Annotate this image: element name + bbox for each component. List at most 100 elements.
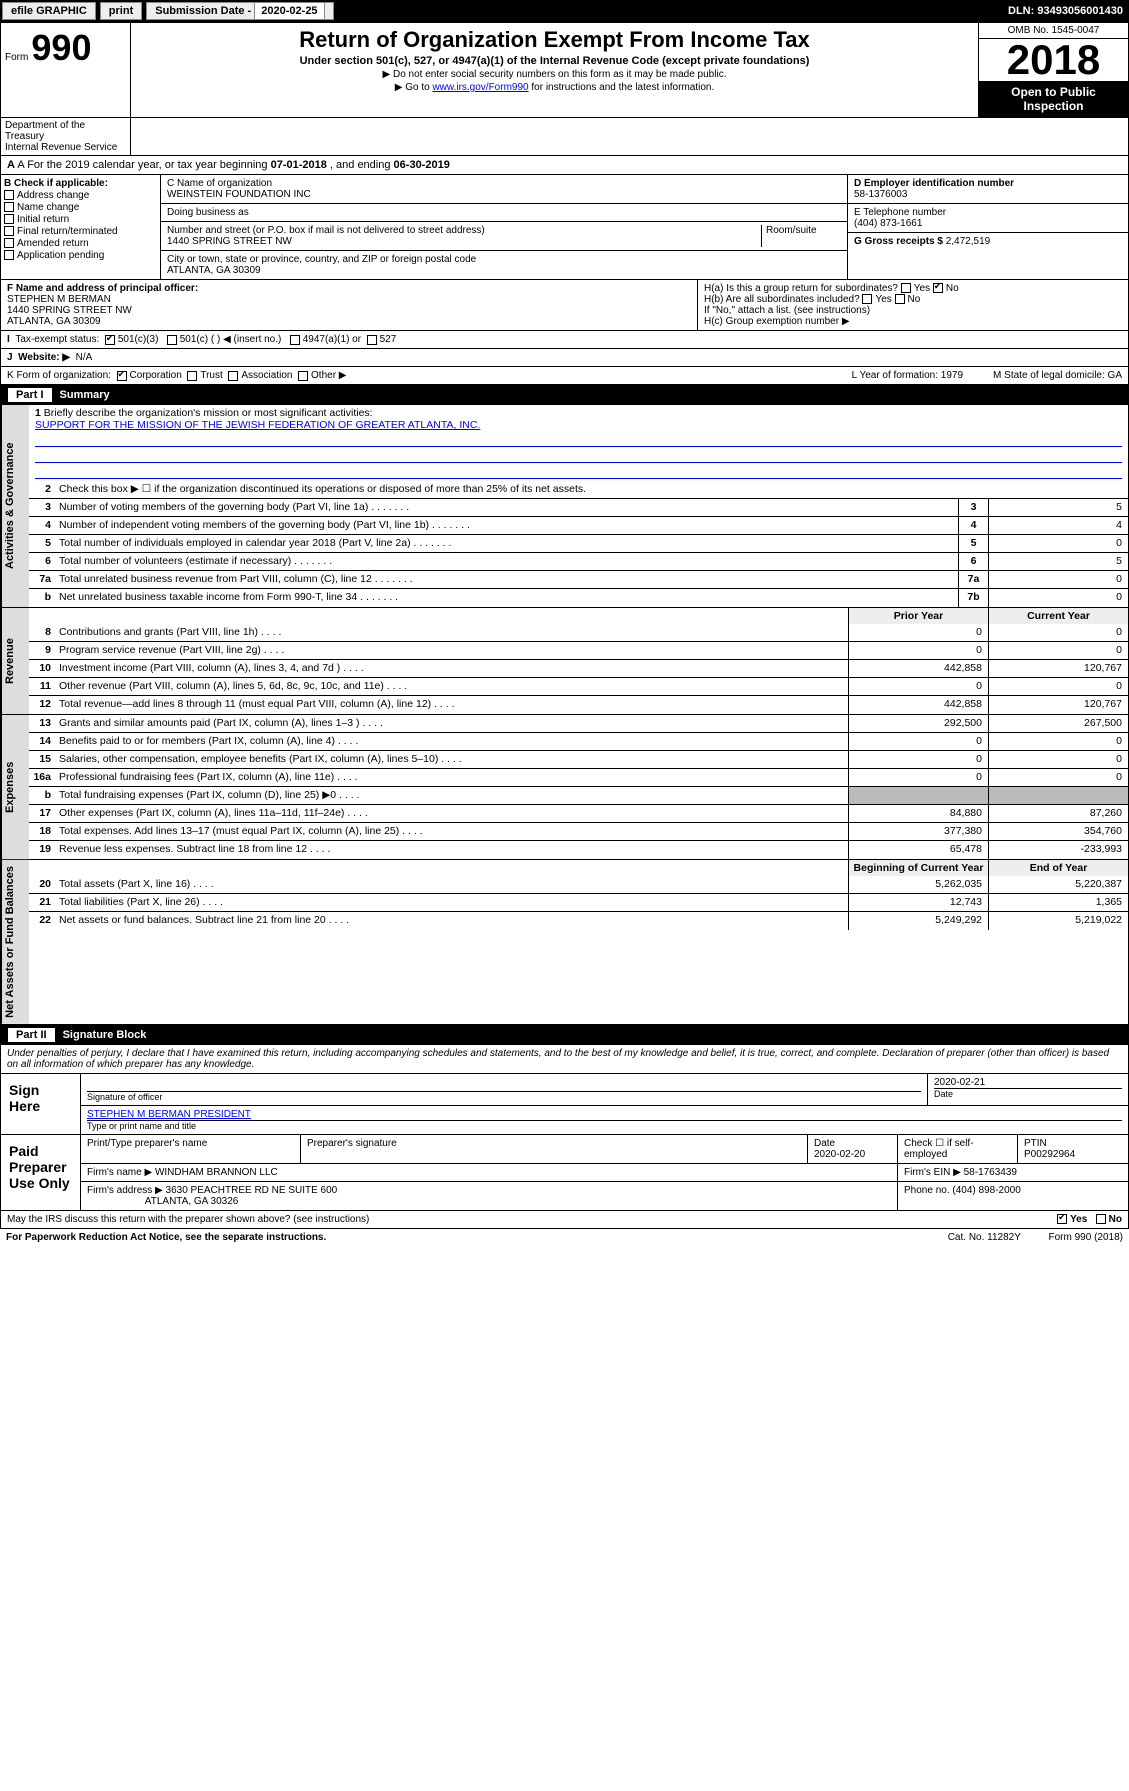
print-button[interactable]: print	[100, 2, 142, 20]
dept-label: Department of the Treasury	[5, 120, 126, 142]
phone-lbl: E Telephone number	[854, 207, 1122, 218]
line-22: 22 Net assets or fund balances. Subtract…	[29, 912, 1128, 930]
line-11: 11 Other revenue (Part VIII, column (A),…	[29, 678, 1128, 696]
cb-trust[interactable]	[187, 371, 197, 381]
net-col-hdr: Beginning of Current Year End of Year	[29, 860, 1128, 876]
discuss-no-cb[interactable]	[1096, 1214, 1106, 1224]
form-org-lbl: K Form of organization:	[7, 370, 111, 381]
city-val: ATLANTA, GA 30309	[167, 265, 841, 276]
col-end: End of Year	[988, 860, 1128, 876]
gov-line-3: 3 Number of voting members of the govern…	[29, 499, 1128, 517]
line-21: 21 Total liabilities (Part X, line 26) .…	[29, 894, 1128, 912]
firm-name-lbl: Firm's name ▶	[87, 1167, 152, 1178]
ein-row: D Employer identification number 58-1376…	[848, 175, 1128, 204]
h-b: H(b) Are all subordinates included? Yes …	[704, 294, 1122, 305]
hb-note: If "No," attach a list. (see instruction…	[704, 305, 1122, 316]
room-lbl: Room/suite	[761, 225, 841, 247]
header-title-area: Return of Organization Exempt From Incom…	[131, 23, 978, 117]
cb-assoc[interactable]	[228, 371, 238, 381]
cb-pending[interactable]: Application pending	[4, 250, 157, 261]
gross-row: G Gross receipts $ 2,472,519	[848, 233, 1128, 250]
line-12: 12 Total revenue—add lines 8 through 11 …	[29, 696, 1128, 714]
netassets-section: Net Assets or Fund Balances Beginning of…	[0, 860, 1129, 1025]
line-9: 9 Program service revenue (Part VIII, li…	[29, 642, 1128, 660]
tax-status-lbl: Tax-exempt status:	[15, 334, 99, 345]
dba-lbl: Doing business as	[167, 207, 841, 218]
row-i: I Tax-exempt status: 501(c)(3) 501(c) ( …	[0, 331, 1129, 349]
ein-lbl: D Employer identification number	[854, 178, 1014, 189]
hb-no-cb[interactable]	[895, 294, 905, 304]
cb-name-change[interactable]: Name change	[4, 202, 157, 213]
tab-governance: Activities & Governance	[1, 405, 29, 607]
officer-addr1: 1440 SPRING STREET NW	[7, 305, 132, 316]
line-10: 10 Investment income (Part VIII, column …	[29, 660, 1128, 678]
cb-final-return[interactable]: Final return/terminated	[4, 226, 157, 237]
cb-address-change[interactable]: Address change	[4, 190, 157, 201]
irs-label: Internal Revenue Service	[5, 142, 126, 153]
irs-link[interactable]: www.irs.gov/Form990	[432, 82, 528, 93]
line-b: b Total fundraising expenses (Part IX, c…	[29, 787, 1128, 805]
tax-year: 2018	[979, 39, 1128, 81]
period-end: 06-30-2019	[394, 159, 450, 171]
ha-yes-cb[interactable]	[901, 283, 911, 293]
officer-addr2: ATLANTA, GA 30309	[7, 316, 101, 327]
phone-row: E Telephone number (404) 873-1661	[848, 204, 1128, 233]
gov-line-b: b Net unrelated business taxable income …	[29, 589, 1128, 607]
line-2: 2Check this box ▶ ☐ if the organization …	[29, 481, 1128, 499]
year-formation: L Year of formation: 1979	[852, 370, 963, 381]
cb-4947[interactable]	[290, 335, 300, 345]
revenue-section: Revenue Prior Year Current Year 8 Contri…	[0, 608, 1129, 715]
discuss-yes-cb[interactable]	[1057, 1214, 1067, 1224]
submission-date-label: Submission Date - 2020-02-25	[146, 2, 333, 20]
sub-date-val: 2020-02-25	[254, 2, 324, 20]
period-text-b: , and ending	[330, 159, 394, 171]
hb-yes-cb[interactable]	[862, 294, 872, 304]
goto-post: for instructions and the latest informat…	[531, 82, 714, 93]
row-j: J Website: ▶ N/A	[0, 349, 1129, 367]
cb-amended[interactable]: Amended return	[4, 238, 157, 249]
phone-val: (404) 873-1661	[854, 218, 1122, 229]
ha-no-cb[interactable]	[933, 283, 943, 293]
box-f: F Name and address of principal officer:…	[1, 280, 698, 330]
cb-corp[interactable]	[117, 371, 127, 381]
dln: DLN: 93493056001430	[1008, 5, 1129, 17]
gov-line-7a: 7a Total unrelated business revenue from…	[29, 571, 1128, 589]
gross-lbl: G Gross receipts $	[854, 236, 943, 247]
line-17: 17 Other expenses (Part IX, column (A), …	[29, 805, 1128, 823]
part2-header: Part II Signature Block	[0, 1025, 1129, 1045]
part1-title: Summary	[60, 389, 110, 401]
cb-501c[interactable]	[167, 335, 177, 345]
paid-preparer-row: Paid Preparer Use Only Print/Type prepar…	[1, 1134, 1128, 1210]
type-name-lbl: Type or print name and title	[87, 1120, 1122, 1131]
org-name: WEINSTEIN FOUNDATION INC	[167, 189, 841, 200]
ssn-note: ▶ Do not enter social security numbers o…	[141, 69, 968, 80]
period-text-a: A For the 2019 calendar year, or tax yea…	[17, 159, 270, 171]
cb-501c3[interactable]	[105, 335, 115, 345]
tab-expenses: Expenses	[1, 715, 29, 859]
city-row: City or town, state or province, country…	[161, 251, 847, 279]
line-20: 20 Total assets (Part X, line 16) . . . …	[29, 876, 1128, 894]
addr-val: 1440 SPRING STREET NW	[167, 236, 761, 247]
signature-block: Under penalties of perjury, I declare th…	[0, 1045, 1129, 1211]
ha-text: H(a) Is this a group return for subordin…	[704, 283, 898, 294]
part1-header: Part I Summary	[0, 385, 1129, 405]
line-13: 13 Grants and similar amounts paid (Part…	[29, 715, 1128, 733]
state-domicile: M State of legal domicile: GA	[993, 370, 1122, 381]
addr-row: Number and street (or P.O. box if mail i…	[161, 222, 847, 251]
ptin-val: P00292964	[1024, 1149, 1075, 1160]
firm-addr: 3630 PEACHTREE RD NE SUITE 600	[166, 1185, 338, 1196]
addr-lbl: Number and street (or P.O. box if mail i…	[167, 225, 761, 236]
governance-section: Activities & Governance 1 Briefly descri…	[0, 405, 1129, 608]
cb-initial-return[interactable]: Initial return	[4, 214, 157, 225]
header-right: OMB No. 1545-0047 2018 Open to Public In…	[978, 23, 1128, 117]
sign-here-row: Sign Here Signature of officer 2020-02-2…	[1, 1074, 1128, 1134]
sub-date-lbl: Submission Date -	[155, 5, 254, 17]
discuss-row: May the IRS discuss this return with the…	[0, 1211, 1129, 1229]
part2-title: Signature Block	[63, 1029, 147, 1041]
line-8: 8 Contributions and grants (Part VIII, l…	[29, 624, 1128, 642]
firm-name: WINDHAM BRANNON LLC	[155, 1167, 278, 1178]
firm-phone: (404) 898-2000	[952, 1185, 1020, 1196]
cb-other[interactable]	[298, 371, 308, 381]
cb-527[interactable]	[367, 335, 377, 345]
dept-row: Department of the Treasury Internal Reve…	[0, 118, 1129, 156]
